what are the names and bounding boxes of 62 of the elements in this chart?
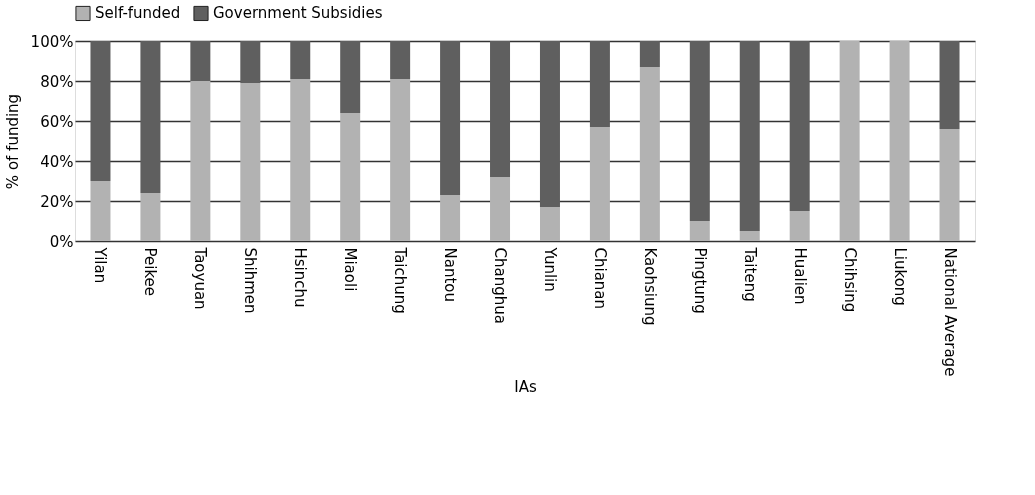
x-tick-label: Pingtung: [690, 247, 709, 314]
bar: [689, 221, 710, 241]
x-tick-label: Yilan: [91, 246, 110, 284]
y-tick-label: 0%: [49, 232, 74, 251]
bar: [440, 41, 461, 195]
bar: [90, 181, 111, 241]
bar: [889, 41, 910, 241]
x-tick-label: Nantou: [441, 247, 460, 302]
x-axis-title: IAs: [514, 378, 537, 397]
x-tick-label: National Average: [940, 247, 959, 377]
bar: [440, 195, 461, 241]
y-axis-title: % of funding: [3, 93, 22, 190]
x-tick-label: Miaoli: [341, 247, 360, 292]
x-tick-label: Taoyuan: [191, 246, 210, 310]
y-tick-label: 20%: [40, 192, 74, 211]
bar: [490, 41, 511, 177]
x-tick-label: Taiteng: [740, 246, 759, 302]
bar: [390, 79, 411, 241]
bar: [140, 41, 161, 193]
bar: [340, 113, 361, 241]
bar: [140, 193, 161, 241]
y-tick-label: 60%: [40, 112, 74, 131]
x-tick-label: Changhua: [491, 247, 510, 324]
bar: [589, 41, 610, 127]
bar: [739, 231, 760, 241]
x-tick-label: Peikee: [141, 247, 160, 297]
bar: [190, 81, 211, 241]
bar: [539, 207, 560, 241]
x-tick-label: Chianan: [590, 247, 609, 310]
bar: [789, 41, 810, 211]
bar: [939, 129, 960, 241]
x-tick-label: Shihmen: [241, 247, 260, 314]
bar: [340, 41, 361, 113]
bar: [839, 41, 860, 241]
bar: [290, 79, 311, 241]
x-tick-label: Hualien: [790, 247, 809, 305]
bar: [90, 41, 111, 181]
y-tick-label: 40%: [40, 152, 74, 171]
x-tick-label: Chihsing: [840, 247, 859, 313]
bar: [390, 41, 411, 79]
legend-label: Government Subsidies: [213, 4, 383, 23]
bar: [539, 41, 560, 207]
x-tick-label: Kaohsiung: [640, 247, 659, 326]
bar: [639, 41, 660, 67]
bar: [789, 211, 810, 241]
bar: [240, 41, 261, 83]
x-tick-label: Yunlin: [540, 246, 559, 292]
x-tick-label: Liukong: [890, 247, 909, 306]
x-tick-label: Hsinchu: [291, 247, 310, 308]
y-tick-label: 80%: [40, 72, 74, 91]
bar: [639, 67, 660, 241]
bar: [689, 41, 710, 221]
y-tick-label: 100%: [30, 32, 74, 51]
bar: [739, 41, 760, 231]
x-tick-label: Taichung: [391, 246, 410, 314]
bar: [290, 41, 311, 79]
bar: [939, 41, 960, 129]
bar: [190, 41, 211, 81]
bar: [589, 127, 610, 241]
legend-label: Self-funded: [95, 4, 181, 23]
bar: [490, 177, 511, 241]
bar: [240, 83, 261, 241]
